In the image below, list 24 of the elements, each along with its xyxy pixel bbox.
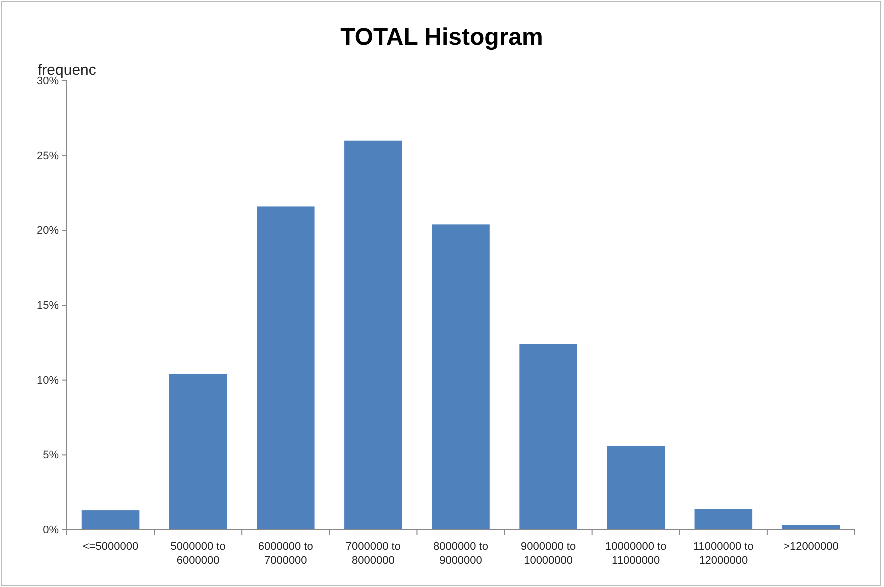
bar — [344, 140, 402, 530]
bar — [694, 509, 753, 530]
x-tick-label: <=5000000 — [82, 541, 139, 553]
y-tick-label: 10% — [36, 374, 60, 387]
bar — [169, 374, 228, 530]
y-tick-label: 25% — [36, 150, 60, 162]
bar — [520, 344, 578, 530]
chart-title: TOTAL Histogram — [340, 24, 544, 51]
x-tick-label: 5000000 to 6000000 — [170, 541, 226, 567]
x-tick-label: 7000000 to 8000000 — [346, 541, 401, 567]
y-tick-label: 0% — [43, 524, 60, 537]
x-tick-label: >12000000 — [784, 541, 839, 553]
y-tick-label: 20% — [36, 225, 60, 238]
y-tick-label: 15% — [36, 300, 60, 312]
x-tick-label: 11000000 to 12000000 — [693, 541, 754, 567]
x-tick-label: 9000000 to 10000000 — [521, 541, 576, 567]
bar — [432, 224, 490, 530]
x-tick-label: 10000000 to 11000000 — [606, 541, 667, 567]
bar — [607, 446, 666, 530]
bar — [82, 510, 140, 530]
y-tick-label: 5% — [43, 450, 60, 462]
bar — [256, 206, 315, 530]
x-tick-label: 8000000 to 9000000 — [433, 541, 489, 567]
x-tick-label: 6000000 to 7000000 — [258, 541, 314, 567]
